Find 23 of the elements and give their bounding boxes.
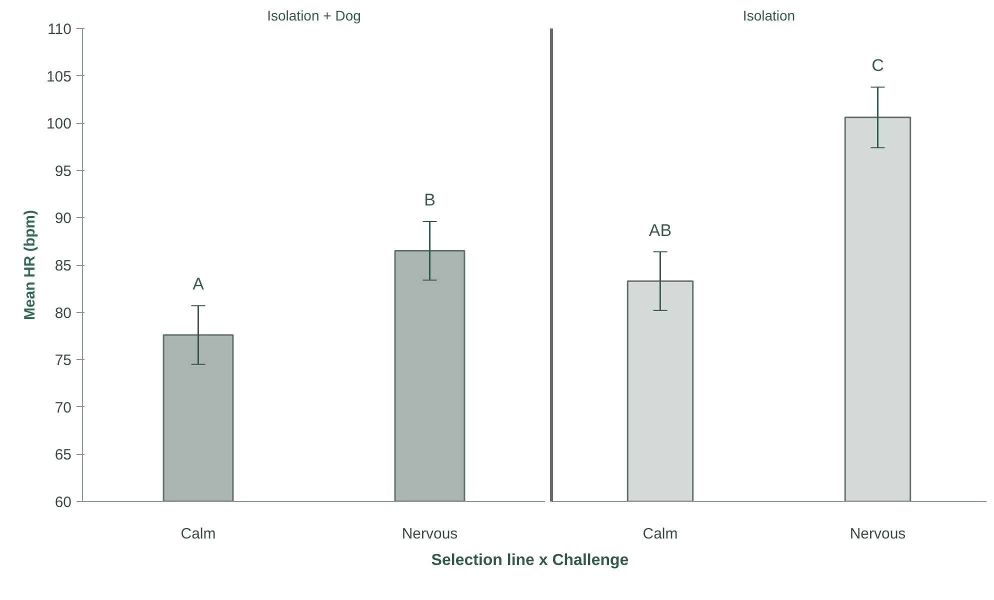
y-tick-label: 70: [54, 399, 72, 416]
chart-title: Isolation + Dog: [267, 8, 361, 24]
annotation: AB: [648, 220, 672, 240]
y-tick-label: 90: [54, 210, 72, 228]
x-axis-title: Selection line x Challenge: [431, 551, 629, 571]
x-tick-label: Calm: [642, 526, 678, 542]
y-tick-label: 85: [54, 258, 72, 274]
y-tick-label: 100: [46, 116, 72, 133]
y-tick-label: 75: [54, 352, 72, 370]
y-tick-label: 95: [54, 162, 72, 180]
x-tick-label: Calm: [180, 526, 216, 542]
y-tick-label: 65: [54, 446, 72, 464]
y-axis-title: Mean HR (bpm): [21, 210, 38, 320]
annotation: A: [192, 274, 205, 294]
chart-title: Isolation: [742, 8, 796, 24]
x-tick-label: Nervous: [850, 526, 906, 542]
x-tick-label: Nervous: [402, 526, 458, 542]
y-tick-label: 80: [54, 304, 72, 322]
y-tick-label: 60: [54, 494, 72, 511]
y-tick-label: 110: [48, 21, 72, 38]
annotation: C: [872, 56, 884, 76]
y-tick-label: 105: [46, 68, 72, 86]
annotation: B: [424, 190, 436, 210]
